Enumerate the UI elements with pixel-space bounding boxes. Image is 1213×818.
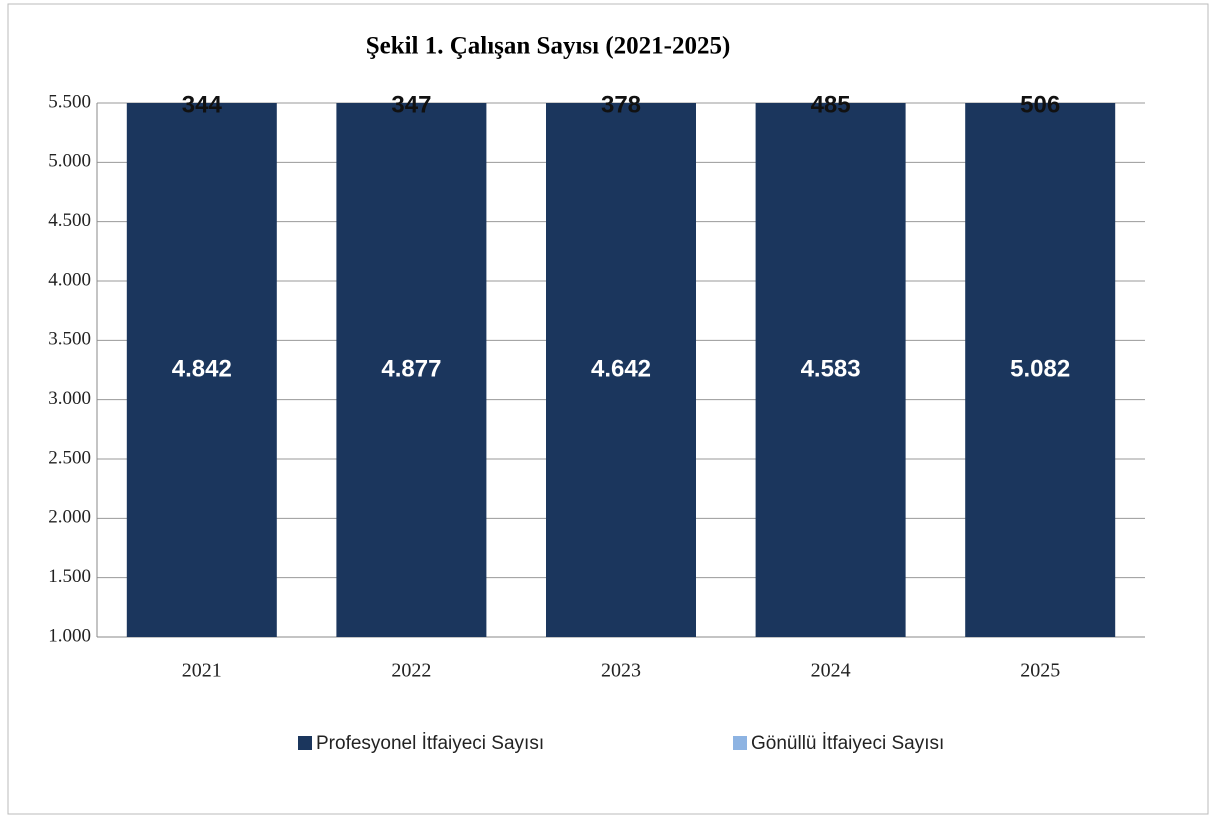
bar-segment [546,103,696,637]
data-label: 4.877 [381,355,441,382]
y-tick-label: 2.000 [48,507,91,528]
x-tick-label: 2025 [1020,660,1060,682]
legend-label: Gönüllü İtfaiyeci Sayısı [751,733,944,754]
data-label: 506 [1020,91,1060,118]
x-tick-label: 2024 [811,660,851,682]
legend-swatch [733,736,747,750]
data-label: 344 [182,91,223,118]
y-tick-label: 5.500 [48,91,91,112]
data-label: 4.842 [172,355,232,382]
x-tick-label: 2021 [182,660,222,682]
bar-segment [965,103,1116,637]
legend-label: Profesyonel İtfaiyeci Sayısı [316,733,544,754]
data-label: 5.082 [1010,355,1070,382]
y-tick-label: 4.500 [48,210,91,231]
data-label: 4.583 [801,355,861,382]
y-tick-label: 4.000 [48,269,91,290]
bar-segment [336,103,487,637]
data-label: 347 [391,91,431,118]
x-tick-label: 2022 [391,660,431,682]
chart-title: Şekil 1. Çalışan Sayısı (2021-2025) [366,33,731,60]
data-label: 485 [811,91,851,118]
bar-segment [126,103,277,637]
y-tick-label: 1.000 [48,625,91,646]
data-label: 378 [601,91,641,118]
y-tick-label: 3.500 [48,329,91,350]
y-tick-label: 1.500 [48,566,91,587]
x-tick-label: 2023 [601,660,641,682]
y-tick-label: 2.500 [48,447,91,468]
y-tick-label: 3.000 [48,388,91,409]
data-label: 4.642 [591,355,651,382]
y-tick-label: 5.000 [48,151,91,172]
bar-segment [755,103,906,637]
legend-swatch [298,736,312,750]
